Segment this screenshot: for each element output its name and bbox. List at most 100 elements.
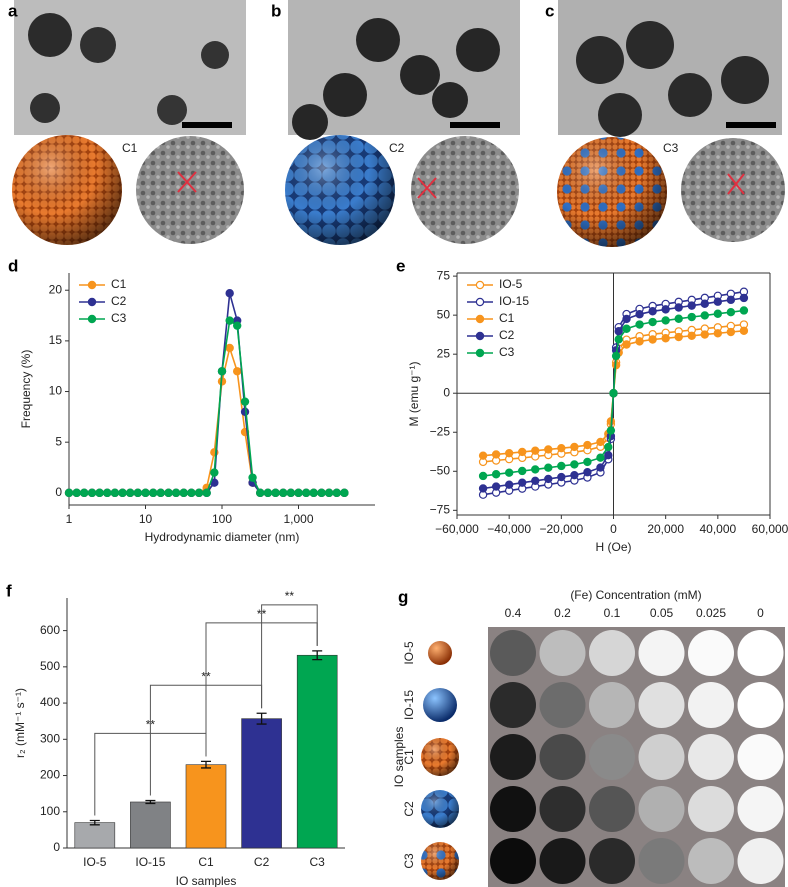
phantom — [589, 734, 635, 780]
point — [571, 472, 578, 479]
point — [272, 489, 279, 496]
x-tick-label: −40,000 — [487, 522, 531, 536]
phantom — [490, 682, 536, 728]
point — [150, 489, 157, 496]
point — [519, 448, 526, 455]
point — [597, 438, 604, 445]
x-tick-label: −20,000 — [539, 522, 583, 536]
point — [727, 328, 734, 335]
legend-marker — [88, 315, 95, 322]
particle — [721, 56, 769, 104]
particle — [323, 73, 367, 117]
point — [613, 352, 620, 359]
point — [479, 452, 486, 459]
row-label: C2 — [402, 801, 416, 817]
point — [636, 311, 643, 318]
point — [188, 489, 195, 496]
point — [341, 489, 348, 496]
scale-bar — [182, 122, 232, 128]
panel-label: f — [6, 581, 12, 600]
point — [740, 307, 747, 314]
legend-marker — [88, 281, 95, 288]
point — [605, 443, 612, 450]
point — [180, 489, 187, 496]
phantom — [540, 682, 586, 728]
y-axis-label: r₂ (mM⁻¹ s⁻¹) — [13, 688, 27, 758]
point — [662, 306, 669, 313]
point — [688, 313, 695, 320]
x-tick-label: C1 — [198, 855, 214, 869]
point — [688, 332, 695, 339]
phantom — [688, 682, 734, 728]
sample-shading — [421, 842, 459, 880]
point — [615, 328, 622, 335]
row-label: C3 — [402, 853, 416, 869]
y-tick-label: −75 — [430, 502, 451, 516]
particle — [28, 13, 72, 57]
phantom — [490, 630, 536, 676]
point — [597, 454, 604, 461]
point — [636, 338, 643, 345]
phantom — [540, 734, 586, 780]
point — [584, 469, 591, 476]
point — [249, 474, 256, 481]
y-tick-label: 100 — [40, 804, 60, 818]
x-tick-label: 60,000 — [752, 522, 788, 536]
point — [610, 390, 617, 397]
point — [675, 304, 682, 311]
phantom — [639, 734, 685, 780]
x-tick-label: C2 — [254, 855, 270, 869]
point — [73, 489, 80, 496]
point — [119, 489, 126, 496]
phantom — [738, 734, 784, 780]
x-tick-label: 1 — [66, 512, 73, 526]
phantom — [738, 682, 784, 728]
phantom — [688, 838, 734, 884]
y-tick-label: 0 — [55, 485, 62, 499]
particle — [356, 18, 400, 62]
point — [506, 450, 513, 457]
sample-icon — [423, 688, 457, 722]
phantom — [688, 786, 734, 832]
point — [81, 489, 88, 496]
point — [241, 398, 248, 405]
particle — [157, 95, 187, 125]
point — [714, 298, 721, 305]
particle — [30, 93, 60, 123]
y-tick-label: 10 — [49, 384, 63, 398]
point — [211, 469, 218, 476]
point — [195, 489, 202, 496]
point — [234, 368, 241, 375]
phantom — [490, 786, 536, 832]
g-title: (Fe) Concentration (mM) — [570, 588, 701, 602]
cluster-shading — [285, 135, 395, 245]
y-axis-label: Frequency (%) — [19, 350, 33, 429]
point — [727, 309, 734, 316]
sample-label: C2 — [389, 141, 405, 155]
phantom — [589, 682, 635, 728]
phantom — [688, 734, 734, 780]
point — [584, 458, 591, 465]
legend-label: C1 — [499, 311, 515, 325]
legend-label: IO-15 — [499, 294, 529, 308]
particle — [292, 104, 328, 140]
point — [226, 290, 233, 297]
bar — [186, 765, 226, 848]
tem-inset — [136, 136, 244, 244]
row-label: IO-15 — [402, 690, 416, 720]
bar — [242, 719, 282, 848]
phantom — [490, 734, 536, 780]
point — [104, 489, 111, 496]
point — [607, 427, 614, 434]
point — [506, 481, 513, 488]
phantom — [589, 630, 635, 676]
particle — [400, 55, 440, 95]
point — [532, 477, 539, 484]
legend-marker — [476, 332, 483, 339]
row-label: IO-5 — [402, 641, 416, 665]
point — [257, 489, 264, 496]
point — [662, 335, 669, 342]
point — [157, 489, 164, 496]
panel-label: c — [545, 1, 554, 20]
phantom — [639, 682, 685, 728]
